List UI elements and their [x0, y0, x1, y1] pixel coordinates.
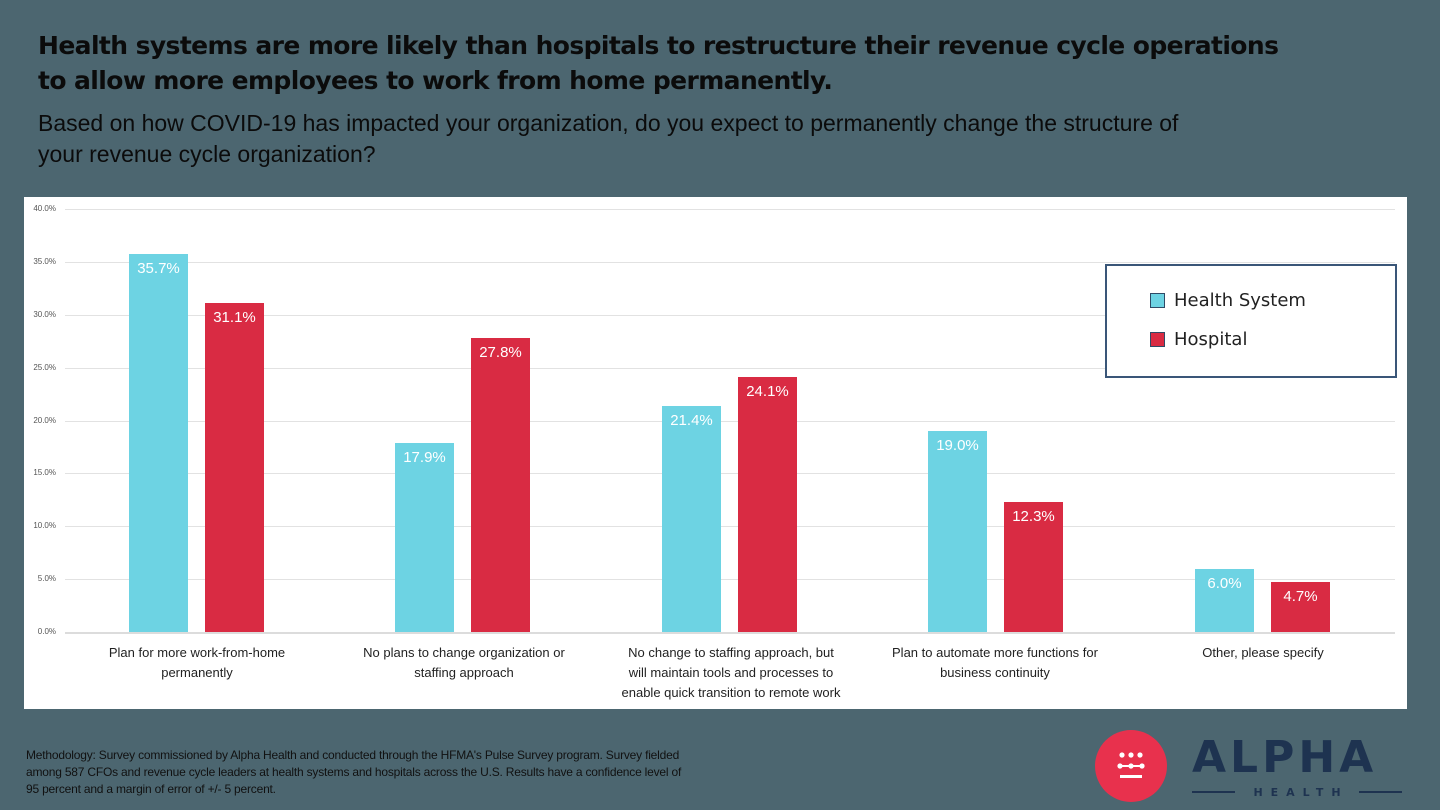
bar-hospital: 27.8% — [471, 338, 530, 632]
gridline — [65, 420, 1395, 422]
subtitle-line-1: Based on how COVID-19 has impacted your … — [38, 110, 1179, 136]
bar-value-label: 31.1% — [213, 309, 256, 327]
y-axis-tick-label: 20.0% — [33, 415, 56, 425]
logo-wordmark: ALPHA — [1192, 732, 1378, 783]
methodology-note: Methodology: Survey commissioned by Alph… — [26, 747, 926, 798]
logo-subtitle: HEALTH — [1192, 784, 1403, 800]
gridline — [65, 579, 1395, 581]
y-axis-tick-label: 5.0% — [37, 574, 56, 584]
alpha-health-logo: ALPHA HEALTH — [1095, 730, 1405, 805]
bar-value-label: 4.7% — [1283, 588, 1318, 606]
bar-value-label: 17.9% — [403, 448, 446, 466]
y-axis-tick-label: 10.0% — [33, 521, 56, 531]
y-axis-tick-label: 40.0% — [33, 204, 56, 213]
headline-line-1: Health systems are more likely than hosp… — [38, 31, 1279, 60]
bar-hospital: 31.1% — [205, 303, 264, 632]
bar-value-label: 35.7% — [137, 260, 180, 278]
bar-hospital: 24.1% — [738, 377, 797, 632]
methodology-line: among 587 CFOs and revenue cycle leaders… — [26, 765, 682, 779]
legend-label: Health System — [1174, 290, 1306, 311]
gridline — [65, 526, 1395, 528]
gridline — [65, 314, 1395, 316]
bar-value-label: 19.0% — [936, 437, 979, 455]
logo-sub-text: HEALTH — [1253, 785, 1349, 799]
bar-hospital: 12.3% — [1004, 501, 1063, 632]
logo-mark-icon — [1095, 730, 1167, 802]
gridline — [65, 632, 1395, 634]
y-axis-tick-label: 35.0% — [33, 256, 56, 266]
bar-value-label: 21.4% — [670, 411, 713, 429]
bar-value-label: 6.0% — [1207, 574, 1242, 592]
methodology-line: Methodology: Survey commissioned by Alph… — [26, 748, 680, 762]
bar-health-system: 17.9% — [395, 442, 454, 632]
bar-value-label: 12.3% — [1012, 507, 1055, 525]
legend-item-hospital: Hospital — [1150, 329, 1247, 350]
y-axis-tick-label: 30.0% — [33, 309, 56, 319]
bar-hospital: 4.7% — [1271, 582, 1330, 632]
gridline — [65, 473, 1395, 475]
bar-health-system: 21.4% — [662, 405, 721, 632]
headline-line-2: to allow more employees to work from hom… — [38, 66, 833, 95]
legend-item-health-system: Health System — [1150, 290, 1306, 311]
legend-label: Hospital — [1174, 329, 1248, 350]
headline: Health systems are more likely than hosp… — [38, 28, 1418, 98]
y-axis-tick-label: 15.0% — [33, 468, 56, 478]
subtitle: Based on how COVID-19 has impacted your … — [38, 108, 1428, 170]
methodology-line: 95 percent and a margin of error of +/- … — [26, 782, 276, 796]
logo-glyph-icon — [1117, 752, 1145, 778]
y-axis-tick-label: 25.0% — [33, 362, 56, 372]
x-axis-category-label: Plan to automate more functions for busin… — [892, 645, 1098, 680]
gridline — [65, 209, 1395, 210]
x-axis-category-label: No change to staffing approach, but will … — [621, 645, 841, 700]
bar-health-system: 19.0% — [928, 431, 987, 632]
chart-legend: Health System Hospital — [1105, 264, 1397, 378]
bar-health-system: 35.7% — [129, 254, 188, 632]
x-axis-category-label: Plan for more work-from-home permanently — [108, 645, 286, 680]
legend-swatch-health-system-icon — [1150, 293, 1165, 308]
gridline — [65, 261, 1395, 263]
bar-health-system: 6.0% — [1195, 568, 1254, 632]
x-axis-category-label: Other, please specify — [1202, 645, 1324, 660]
chart-panel: 0.0% 5.0% 10.0% 15.0% 20.0% 25.0% 30.0% 35.0% 40… — [24, 197, 1407, 709]
x-axis-category-label: No plans to change organization or staffi… — [363, 645, 565, 680]
gridline — [65, 367, 1395, 369]
legend-swatch-hospital-icon — [1150, 332, 1165, 347]
bar-value-label: 27.8% — [479, 344, 522, 361]
subtitle-line-2: your revenue cycle organization? — [38, 141, 376, 167]
bar-value-label: 24.1% — [746, 383, 789, 401]
y-axis-tick-label: 0.0% — [37, 627, 56, 636]
logo-rule-left — [1192, 791, 1236, 793]
logo-rule-right — [1358, 791, 1403, 793]
